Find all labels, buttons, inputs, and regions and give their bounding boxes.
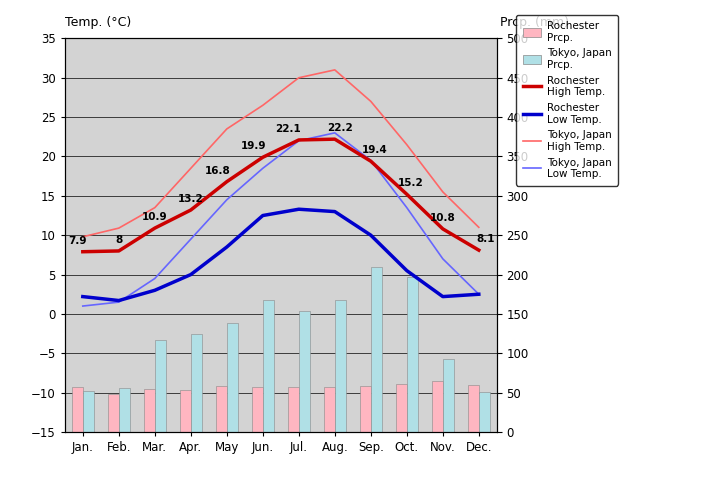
Text: Prcp. (mm): Prcp. (mm)	[500, 16, 570, 29]
Bar	[119, 388, 130, 432]
Bar	[227, 324, 238, 432]
Text: 15.2: 15.2	[397, 179, 423, 188]
Bar	[479, 392, 490, 432]
Bar	[144, 389, 155, 432]
Bar	[324, 387, 335, 432]
Text: 13.2: 13.2	[178, 194, 204, 204]
Bar	[371, 267, 382, 432]
Text: 16.8: 16.8	[205, 166, 230, 176]
Bar	[299, 311, 310, 432]
Bar	[180, 390, 191, 432]
Bar	[432, 381, 443, 432]
Bar	[191, 334, 202, 432]
Bar	[252, 387, 263, 432]
Bar	[263, 300, 274, 432]
Text: 10.9: 10.9	[142, 212, 168, 222]
Text: 10.8: 10.8	[430, 213, 456, 223]
Bar	[108, 394, 119, 432]
Text: 19.4: 19.4	[361, 145, 387, 156]
Text: 22.1: 22.1	[275, 124, 301, 134]
Text: 8: 8	[115, 235, 122, 245]
Bar	[468, 385, 479, 432]
Text: Temp. (°C): Temp. (°C)	[65, 16, 131, 29]
Bar	[288, 387, 299, 432]
Text: 22.2: 22.2	[328, 123, 353, 133]
Legend: Rochester
Prcp., Tokyo, Japan
Prcp., Rochester
High Temp., Rochester
Low Temp., : Rochester Prcp., Tokyo, Japan Prcp., Roc…	[516, 15, 618, 186]
Bar	[443, 359, 454, 432]
Bar	[360, 385, 371, 432]
Text: 7.9: 7.9	[68, 236, 86, 246]
Bar	[83, 391, 94, 432]
Bar	[216, 386, 227, 432]
Text: 8.1: 8.1	[477, 234, 495, 244]
Bar	[155, 340, 166, 432]
Text: 19.9: 19.9	[241, 142, 266, 151]
Bar	[407, 277, 418, 432]
Bar	[396, 384, 407, 432]
Bar	[72, 387, 83, 432]
Bar	[335, 300, 346, 432]
